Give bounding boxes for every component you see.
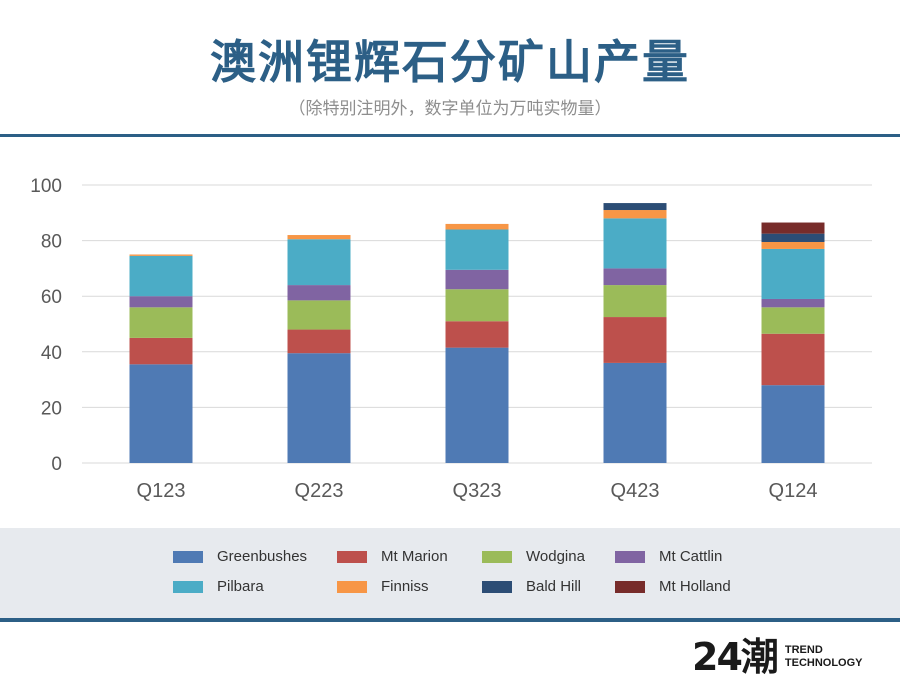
bar-finniss-q423 [603, 210, 667, 219]
bar-mt-holland-q124 [761, 222, 825, 234]
x-tick-label: Q123 [137, 480, 186, 502]
bar-finniss-q123 [129, 254, 193, 256]
y-tick-label: 0 [51, 454, 62, 475]
bar-mt-cattlin-q223 [287, 285, 351, 301]
bar-greenbushes-q423 [603, 362, 667, 463]
legend-item-mt-cattlin: Mt Cattlin [615, 548, 722, 565]
legend-item-finniss: Finniss [337, 578, 429, 595]
legend: Greenbushes Mt Marion Wodgina Mt Cattlin Pil… [0, 528, 900, 618]
brand-logo: 24潮 TREND TECHNOLOGY [692, 636, 863, 678]
y-tick-label: 20 [41, 398, 62, 419]
legend-swatch [337, 550, 367, 563]
legend-swatch [482, 550, 512, 563]
x-tick-label: Q323 [453, 480, 502, 502]
y-tick-label: 80 [41, 232, 62, 253]
bar-wodgina-q124 [761, 307, 825, 334]
bar-mt-marion-q323 [445, 321, 509, 348]
bar-pilbara-q423 [603, 218, 667, 269]
bar-pilbara-q223 [287, 239, 351, 286]
brand-line-2: TECHNOLOGY [784, 657, 863, 669]
chart-title: 澳洲锂辉石分矿山产量 [210, 35, 690, 89]
bar-mt-cattlin-q124 [761, 298, 825, 308]
chart-subtitle: （除特别注明外，数字单位为万吨实物量） [288, 99, 612, 119]
legend-item-mt-marion: Mt Marion [337, 548, 448, 565]
bar-greenbushes-q223 [287, 353, 351, 463]
bar-mt-cattlin-q423 [603, 268, 667, 286]
brand-text: TREND TECHNOLOGY [785, 644, 863, 670]
bar-mt-marion-q124 [761, 333, 825, 386]
bar-bald-hill-q423 [603, 203, 667, 211]
bar-finniss-q323 [445, 223, 509, 230]
legend-label: Mt Cattlin [659, 548, 723, 565]
y-tick-label: 40 [41, 343, 62, 364]
legend-label: Greenbushes [217, 548, 308, 565]
legend-swatch [173, 550, 203, 563]
legend-label: Pilbara [217, 578, 264, 595]
y-tick-label: 60 [41, 287, 62, 308]
bar-mt-cattlin-q323 [445, 269, 509, 290]
bar-greenbushes-q323 [445, 347, 509, 463]
legend-swatch [615, 550, 645, 563]
footer-divider [0, 618, 900, 622]
x-tick-label: Q423 [611, 480, 660, 502]
legend-item-greenbushes: Greenbushes [173, 548, 307, 565]
brand-line-1: TREND [784, 644, 823, 656]
legend-label: Bald Hill [526, 578, 582, 595]
bar-pilbara-q323 [445, 229, 509, 270]
bar-wodgina-q123 [129, 307, 193, 338]
bar-mt-marion-q123 [129, 337, 193, 365]
brand-mark: 24潮 [692, 635, 779, 679]
bar-mt-cattlin-q123 [129, 296, 193, 308]
bar-bald-hill-q124 [761, 233, 825, 242]
bar-wodgina-q423 [603, 285, 667, 318]
x-tick-label: Q124 [769, 480, 818, 502]
legend-label: Mt Marion [381, 548, 448, 565]
legend-item-bald-hill: Bald Hill [482, 578, 581, 595]
bar-wodgina-q323 [445, 289, 509, 322]
bar-pilbara-q123 [129, 255, 193, 297]
header-divider [0, 134, 900, 137]
bar-pilbara-q124 [761, 248, 825, 299]
y-tick-label: 100 [30, 176, 62, 197]
legend-swatch [615, 580, 645, 593]
stacked-bar-chart: 0 20 40 60 80 100 Q123 Q223 Q323 Q423 Q124 [30, 176, 872, 502]
legend-item-pilbara: Pilbara [173, 578, 264, 595]
legend-label: Mt Holland [659, 578, 731, 595]
bar-finniss-q124 [761, 241, 825, 249]
legend-item-wodgina: Wodgina [482, 548, 585, 565]
legend-swatch [482, 580, 512, 593]
bar-greenbushes-q123 [129, 364, 193, 463]
bar-mt-marion-q223 [287, 329, 351, 354]
x-tick-label: Q223 [295, 480, 344, 502]
legend-label: Finniss [381, 578, 429, 595]
legend-item-mt-holland: Mt Holland [615, 578, 731, 595]
bar-wodgina-q223 [287, 300, 351, 330]
legend-swatch [337, 580, 367, 593]
legend-label: Wodgina [526, 548, 585, 565]
bar-finniss-q223 [287, 235, 351, 240]
bar-mt-marion-q423 [603, 317, 667, 363]
bar-greenbushes-q124 [761, 385, 825, 463]
legend-swatch [173, 580, 203, 593]
